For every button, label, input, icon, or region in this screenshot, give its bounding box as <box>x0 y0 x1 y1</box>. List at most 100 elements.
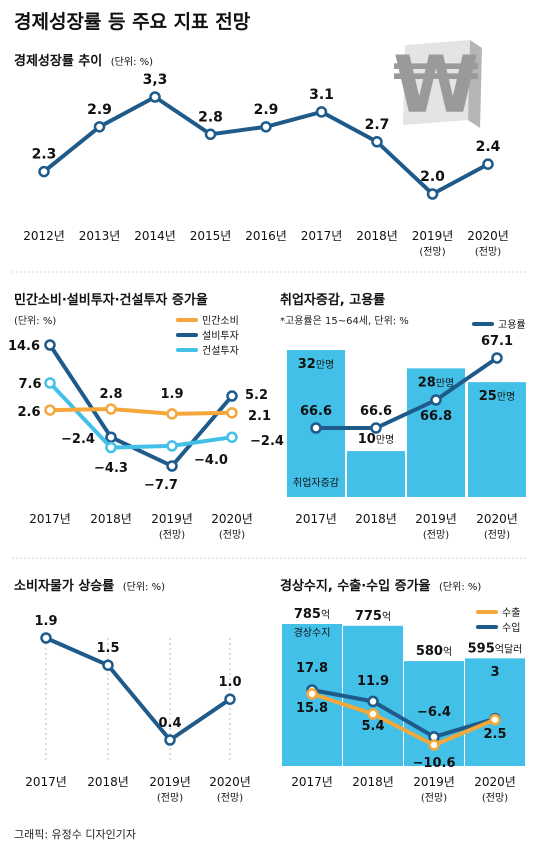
trade-chart-title: 경상수지, 수출·수입 증가율 (단위: %) <box>280 578 481 594</box>
cpi-series-line <box>45 636 232 742</box>
cpi-title-text: 소비자물가 상승률 <box>14 579 114 594</box>
employment-unit: *고용률은 15~64세, 단위: % <box>280 314 409 327</box>
trade-bar-label: 775억 <box>355 609 391 624</box>
trade-data-label: −10.6 <box>413 756 456 771</box>
consumption-data-label: −4.3 <box>94 461 128 476</box>
trade-tick-label: 2019년 <box>413 775 455 789</box>
gdp-point <box>482 158 494 170</box>
trade-data-label: 11.9 <box>357 674 389 689</box>
gdp-tick-label: 2012년 <box>23 229 65 243</box>
gdp-tick-label: 2020년 <box>467 229 509 243</box>
employment-bar-label: 10만명 <box>358 432 395 447</box>
consumption-point <box>44 339 56 351</box>
consumption-series-line <box>49 407 233 416</box>
consumption-series-line <box>48 381 233 450</box>
employment-rate-point <box>310 422 322 434</box>
consumption-chart-title: 민간소비·설비투자·건설투자 증가율 <box>14 292 208 308</box>
trade-tick-label: 2017년 <box>291 775 333 789</box>
cpi-tick-label: 2018년 <box>87 775 129 789</box>
consumption-data-label: 2.8 <box>99 387 122 402</box>
gdp-tick-label: 2018년 <box>356 229 398 243</box>
won-symbol-icon: ₩ <box>393 40 482 131</box>
consumption-data-label: −4.0 <box>194 453 228 468</box>
trade-bar-label: 580억 <box>416 644 452 659</box>
employment-bar-series-name: 취업자증감 <box>293 476 339 489</box>
trade-bar-number: 785 <box>294 607 321 622</box>
gdp-tick-label: 2016년 <box>245 229 287 243</box>
gdp-point <box>149 91 161 103</box>
employment-rate-label: 66.6 <box>360 404 392 419</box>
consumption-data-label: 1.9 <box>160 387 183 402</box>
consumption-data-label: 2.1 <box>248 409 271 424</box>
cpi-tick-label: 2019년 <box>149 775 191 789</box>
employment-bar-label: 25만명 <box>479 389 516 404</box>
trade-point <box>367 695 379 708</box>
gdp-point <box>371 136 383 148</box>
gdp-point <box>315 106 328 118</box>
employment-bar-unit: 만명 <box>436 377 454 389</box>
consumption-data-label: −7.7 <box>144 478 178 493</box>
consumption-series-line <box>48 343 234 468</box>
gdp-chart-title: 경제성장률 추이 (단위: %) <box>14 53 153 69</box>
employment-rate-label: 66.6 <box>300 404 332 419</box>
cpi-tick-sublabel: (전망) <box>217 792 243 804</box>
trade-series-line <box>311 688 496 739</box>
trade-tick-sublabel: (전망) <box>421 792 447 804</box>
cpi-point <box>40 632 52 644</box>
gdp-tick-label: 2015년 <box>190 229 232 243</box>
trade-series-line <box>311 692 496 747</box>
trade-data-label: 3 <box>490 665 499 680</box>
main-title: 경제성장률 등 주요 지표 전망 <box>14 11 251 33</box>
employment-bar-number: 32 <box>298 357 316 372</box>
employment-tick-label: 2020년 <box>476 512 518 526</box>
consumption-tick-label: 2019년 <box>151 512 193 526</box>
trade-data-label: −6.4 <box>417 705 451 720</box>
cpi-chart-title: 소비자물가 상승률 (단위: %) <box>14 579 165 594</box>
gdp-tick-label: 2019년 <box>412 229 454 243</box>
trade-bar-series-name: 경상수지 <box>294 626 331 639</box>
gdp-tick-label: 2014년 <box>134 229 176 243</box>
gdp-data-label: 2.3 <box>32 147 57 163</box>
credit: 그래픽: 유정수 디자인기자 <box>14 828 136 841</box>
gdp-chart: 경제성장률 추이 (단위: %) 2.3 2.9 3,3 2.8 2.9 3.1 2.7 2.… <box>14 53 509 258</box>
gdp-data-label: 2.4 <box>476 139 501 155</box>
trade-data-label: 17.8 <box>296 661 328 676</box>
consumption-point <box>166 408 178 420</box>
cpi-tick-label: 2020년 <box>209 775 251 789</box>
trade-bar-unit: 억달러 <box>495 643 523 655</box>
gdp-data-label: 2.7 <box>365 117 390 133</box>
trade-title-text: 경상수지, 수출·수입 증가율 <box>280 578 431 594</box>
consumption-legend-label: 설비투자 <box>202 330 239 342</box>
gdp-point <box>38 165 50 178</box>
trade-bar <box>465 658 525 766</box>
cpi-tick-label: 2017년 <box>25 775 67 789</box>
gdp-tick-label: 2017년 <box>301 229 343 243</box>
consumption-data-label: 2.6 <box>17 405 40 420</box>
consumption-unit: (단위: %) <box>14 314 56 327</box>
trade-bar-unit: 억 <box>443 646 452 658</box>
employment-rate-line <box>316 356 499 430</box>
cpi-unit-text: (단위: %) <box>123 580 165 593</box>
consumption-tick-label: 2020년 <box>211 512 253 526</box>
consumption-point <box>226 407 238 419</box>
employment-bar-label: 32만명 <box>298 357 335 372</box>
trade-data-label: 15.8 <box>296 701 328 716</box>
trade-bar-number: 580 <box>416 644 443 659</box>
gdp-data-label: 2.9 <box>87 102 112 118</box>
gdp-point <box>426 188 439 200</box>
trade-bar-unit: 억 <box>382 611 391 623</box>
trade-tick-label: 2020년 <box>474 775 516 789</box>
cpi-point <box>224 693 236 705</box>
trade-data-label: 2.5 <box>483 727 506 742</box>
trade-bar-number: 775 <box>355 609 382 624</box>
employment-chart: 취업자증감, 고용률 *고용률은 15~64세, 단위: % 고용률 32만명1… <box>280 292 526 541</box>
trade-bar-number: 595 <box>468 641 495 656</box>
gdp-tick-sublabel: (전망) <box>475 246 501 258</box>
employment-rate-point <box>370 422 382 434</box>
gdp-data-label: 2.9 <box>254 102 279 118</box>
consumption-data-label: −2.4 <box>61 432 95 447</box>
employment-bar-unit: 만명 <box>316 359 334 371</box>
consumption-point <box>166 460 178 472</box>
trade-tick-sublabel: (전망) <box>482 792 508 804</box>
gdp-tick-label: 2013년 <box>79 229 121 243</box>
